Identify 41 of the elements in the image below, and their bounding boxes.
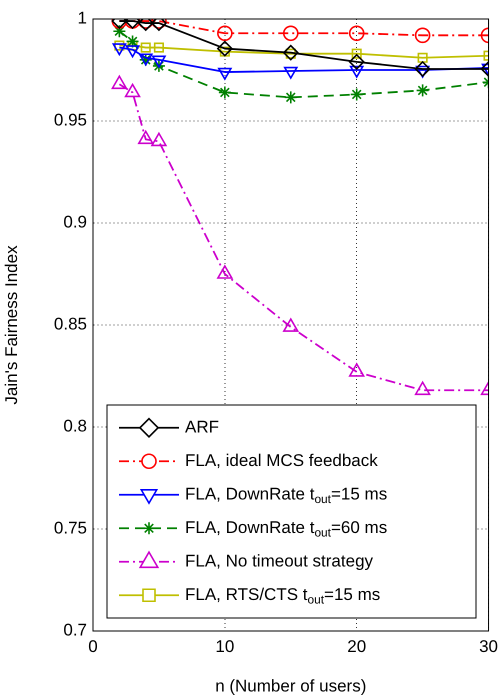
point — [348, 25, 364, 42]
point — [414, 61, 430, 77]
point — [350, 88, 364, 102]
x-tick-label: 10 — [215, 636, 234, 656]
point — [283, 318, 298, 332]
legend-label: FLA, ideal MCS feedback — [185, 450, 378, 470]
point — [218, 86, 232, 100]
point — [414, 381, 430, 396]
point — [418, 52, 428, 63]
y-tick-label: 0.95 — [54, 110, 87, 130]
point — [284, 90, 298, 104]
y-tick-label: 1 — [78, 8, 87, 28]
point — [282, 44, 299, 60]
x-tick-label: 30 — [479, 636, 498, 656]
y-tick-label: 0.9 — [63, 212, 87, 232]
point — [152, 59, 166, 73]
point — [217, 40, 233, 56]
x-tick-label: 0 — [88, 636, 98, 656]
point — [126, 34, 140, 48]
point — [112, 24, 126, 38]
point — [352, 48, 362, 59]
y-tick-label: 0.75 — [54, 518, 87, 538]
point — [154, 42, 164, 53]
point — [217, 265, 233, 279]
point — [414, 28, 430, 44]
point — [217, 25, 233, 42]
point — [348, 54, 364, 70]
y-tick-label: 0.8 — [63, 416, 87, 436]
point — [151, 132, 167, 146]
legend-label: ARF — [185, 417, 219, 436]
point — [138, 130, 154, 144]
point — [416, 84, 430, 98]
legend-label: FLA, No timeout strategy — [185, 551, 374, 570]
x-tick-label: 20 — [347, 636, 366, 656]
y-tick-label: 0.7 — [63, 620, 87, 640]
point — [140, 42, 151, 53]
point — [348, 363, 364, 377]
point — [282, 25, 299, 42]
x-axis-title: n (Number of users) — [215, 676, 366, 696]
y-axis-title: Jain's Fairness Index — [2, 244, 21, 405]
y-tick-label: 0.85 — [54, 314, 87, 334]
